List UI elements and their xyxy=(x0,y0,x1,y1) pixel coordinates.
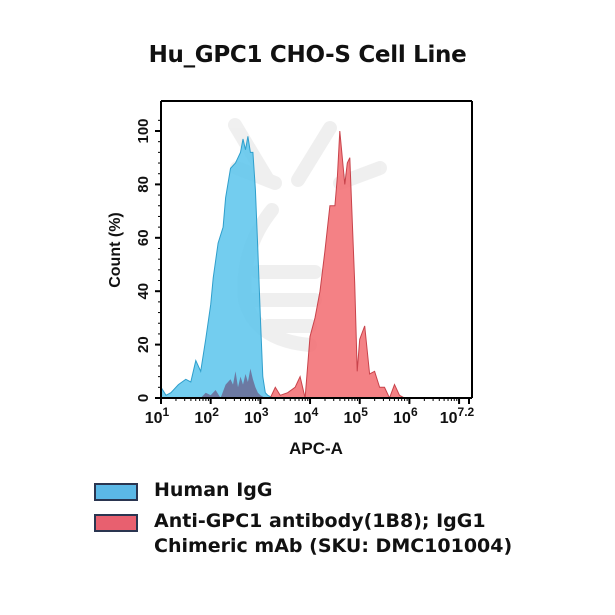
histogram-areas xyxy=(160,130,405,400)
y-tick-label: 20 xyxy=(135,336,152,353)
x-axis-label: APC-A xyxy=(289,439,343,458)
y-tick-label: 100 xyxy=(135,118,152,143)
overlap-area xyxy=(200,368,266,398)
legend-label: Human IgG xyxy=(154,479,273,501)
y-tick-label: 40 xyxy=(135,283,152,300)
y-axis-ticks: 0 20 40 60 80 100 xyxy=(135,118,161,402)
x-tick-label: 105 xyxy=(343,405,368,427)
histogram-area-1 xyxy=(269,130,405,400)
histogram-area-0 xyxy=(160,136,274,399)
legend-label: Anti-GPC1 antibody(1B8); IgG1 Chimeric m… xyxy=(154,510,513,557)
x-tick-label: 104 xyxy=(294,405,319,427)
plot-frame xyxy=(160,100,473,399)
legend-item-anti-gpc1: Anti-GPC1 antibody(1B8); IgG1 Chimeric m… xyxy=(94,509,574,559)
legend-item-human-igg: Human IgG xyxy=(94,478,574,503)
x-axis-ticks: 101 102 103 104 105 106 107.2 xyxy=(145,398,475,427)
x-tick-label: 102 xyxy=(194,405,219,427)
x-tick-label: 107.2 xyxy=(440,405,475,427)
x-tick-label: 106 xyxy=(393,405,418,427)
x-tick-label: 101 xyxy=(145,405,170,427)
y-axis-label: Count (%) xyxy=(107,212,124,288)
y-tick-label: 0 xyxy=(135,394,152,402)
x-tick-label: 103 xyxy=(244,405,269,427)
legend-swatch-blue xyxy=(94,483,138,501)
y-tick-label: 80 xyxy=(135,176,152,193)
legend-swatch-red xyxy=(94,514,138,532)
y-tick-label: 60 xyxy=(135,229,152,246)
chart-title: Hu_GPC1 CHO-S Cell Line xyxy=(148,42,467,68)
legend: Human IgG Anti-GPC1 antibody(1B8); IgG1 … xyxy=(94,478,574,565)
